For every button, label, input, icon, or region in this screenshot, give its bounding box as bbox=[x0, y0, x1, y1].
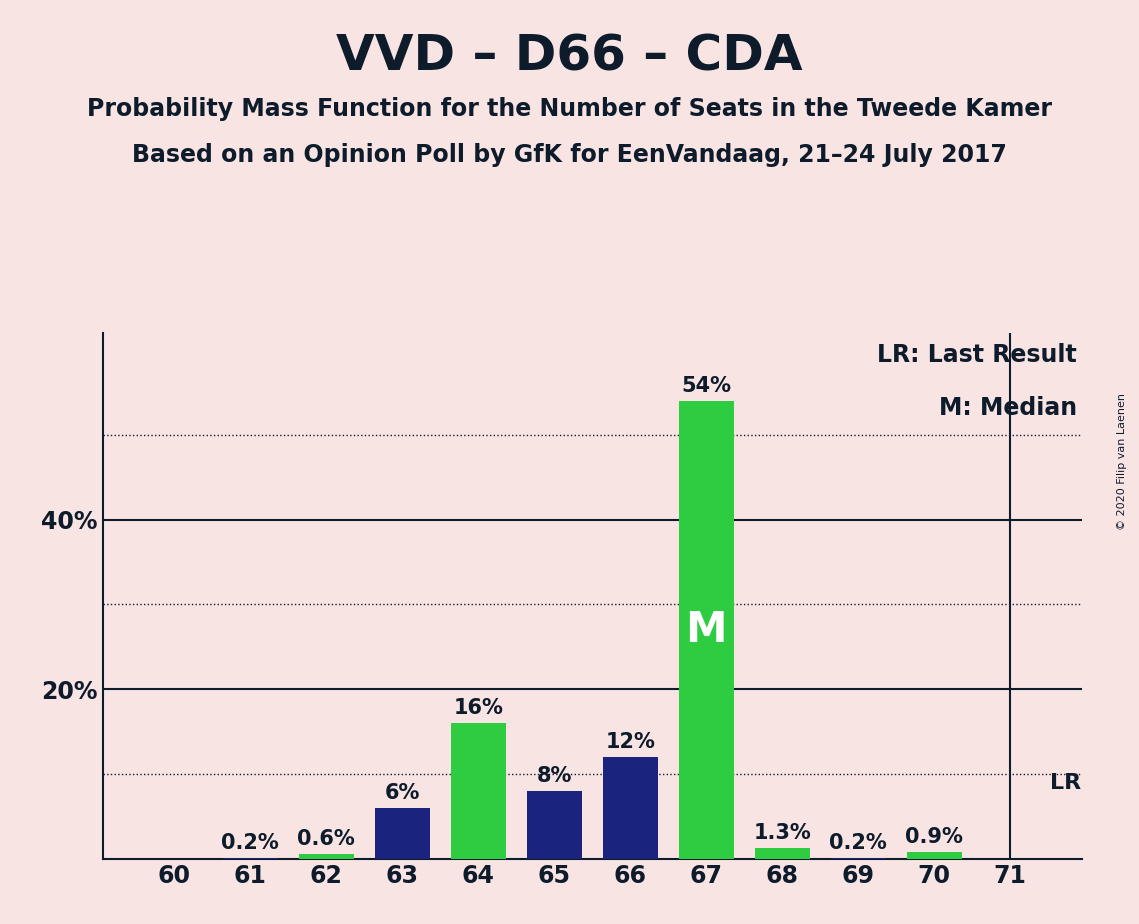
Bar bbox=[603, 758, 657, 859]
Text: LR: Last Result: LR: Last Result bbox=[877, 343, 1077, 367]
Bar bbox=[300, 854, 354, 859]
Text: 6%: 6% bbox=[385, 784, 420, 803]
Text: Probability Mass Function for the Number of Seats in the Tweede Kamer: Probability Mass Function for the Number… bbox=[87, 97, 1052, 121]
Text: 0.6%: 0.6% bbox=[297, 829, 355, 849]
Text: 16%: 16% bbox=[453, 699, 503, 718]
Text: 1.3%: 1.3% bbox=[753, 823, 811, 844]
Text: 0.9%: 0.9% bbox=[906, 827, 964, 846]
Bar bbox=[451, 723, 506, 859]
Bar bbox=[830, 857, 885, 859]
Bar bbox=[679, 401, 734, 859]
Bar bbox=[223, 857, 278, 859]
Text: 54%: 54% bbox=[681, 375, 731, 395]
Text: LR: LR bbox=[1050, 772, 1081, 793]
Text: 12%: 12% bbox=[605, 733, 655, 752]
Text: 0.2%: 0.2% bbox=[829, 833, 887, 853]
Text: Based on an Opinion Poll by GfK for EenVandaag, 21–24 July 2017: Based on an Opinion Poll by GfK for EenV… bbox=[132, 143, 1007, 167]
Text: 0.2%: 0.2% bbox=[221, 833, 279, 853]
Text: M: M bbox=[686, 609, 727, 651]
Text: M: Median: M: Median bbox=[939, 395, 1077, 419]
Text: 8%: 8% bbox=[536, 766, 572, 786]
Bar bbox=[907, 852, 961, 859]
Text: VVD – D66 – CDA: VVD – D66 – CDA bbox=[336, 32, 803, 80]
Bar bbox=[527, 791, 582, 859]
Bar bbox=[375, 808, 429, 859]
Bar bbox=[755, 848, 810, 859]
Text: © 2020 Filip van Laenen: © 2020 Filip van Laenen bbox=[1117, 394, 1126, 530]
